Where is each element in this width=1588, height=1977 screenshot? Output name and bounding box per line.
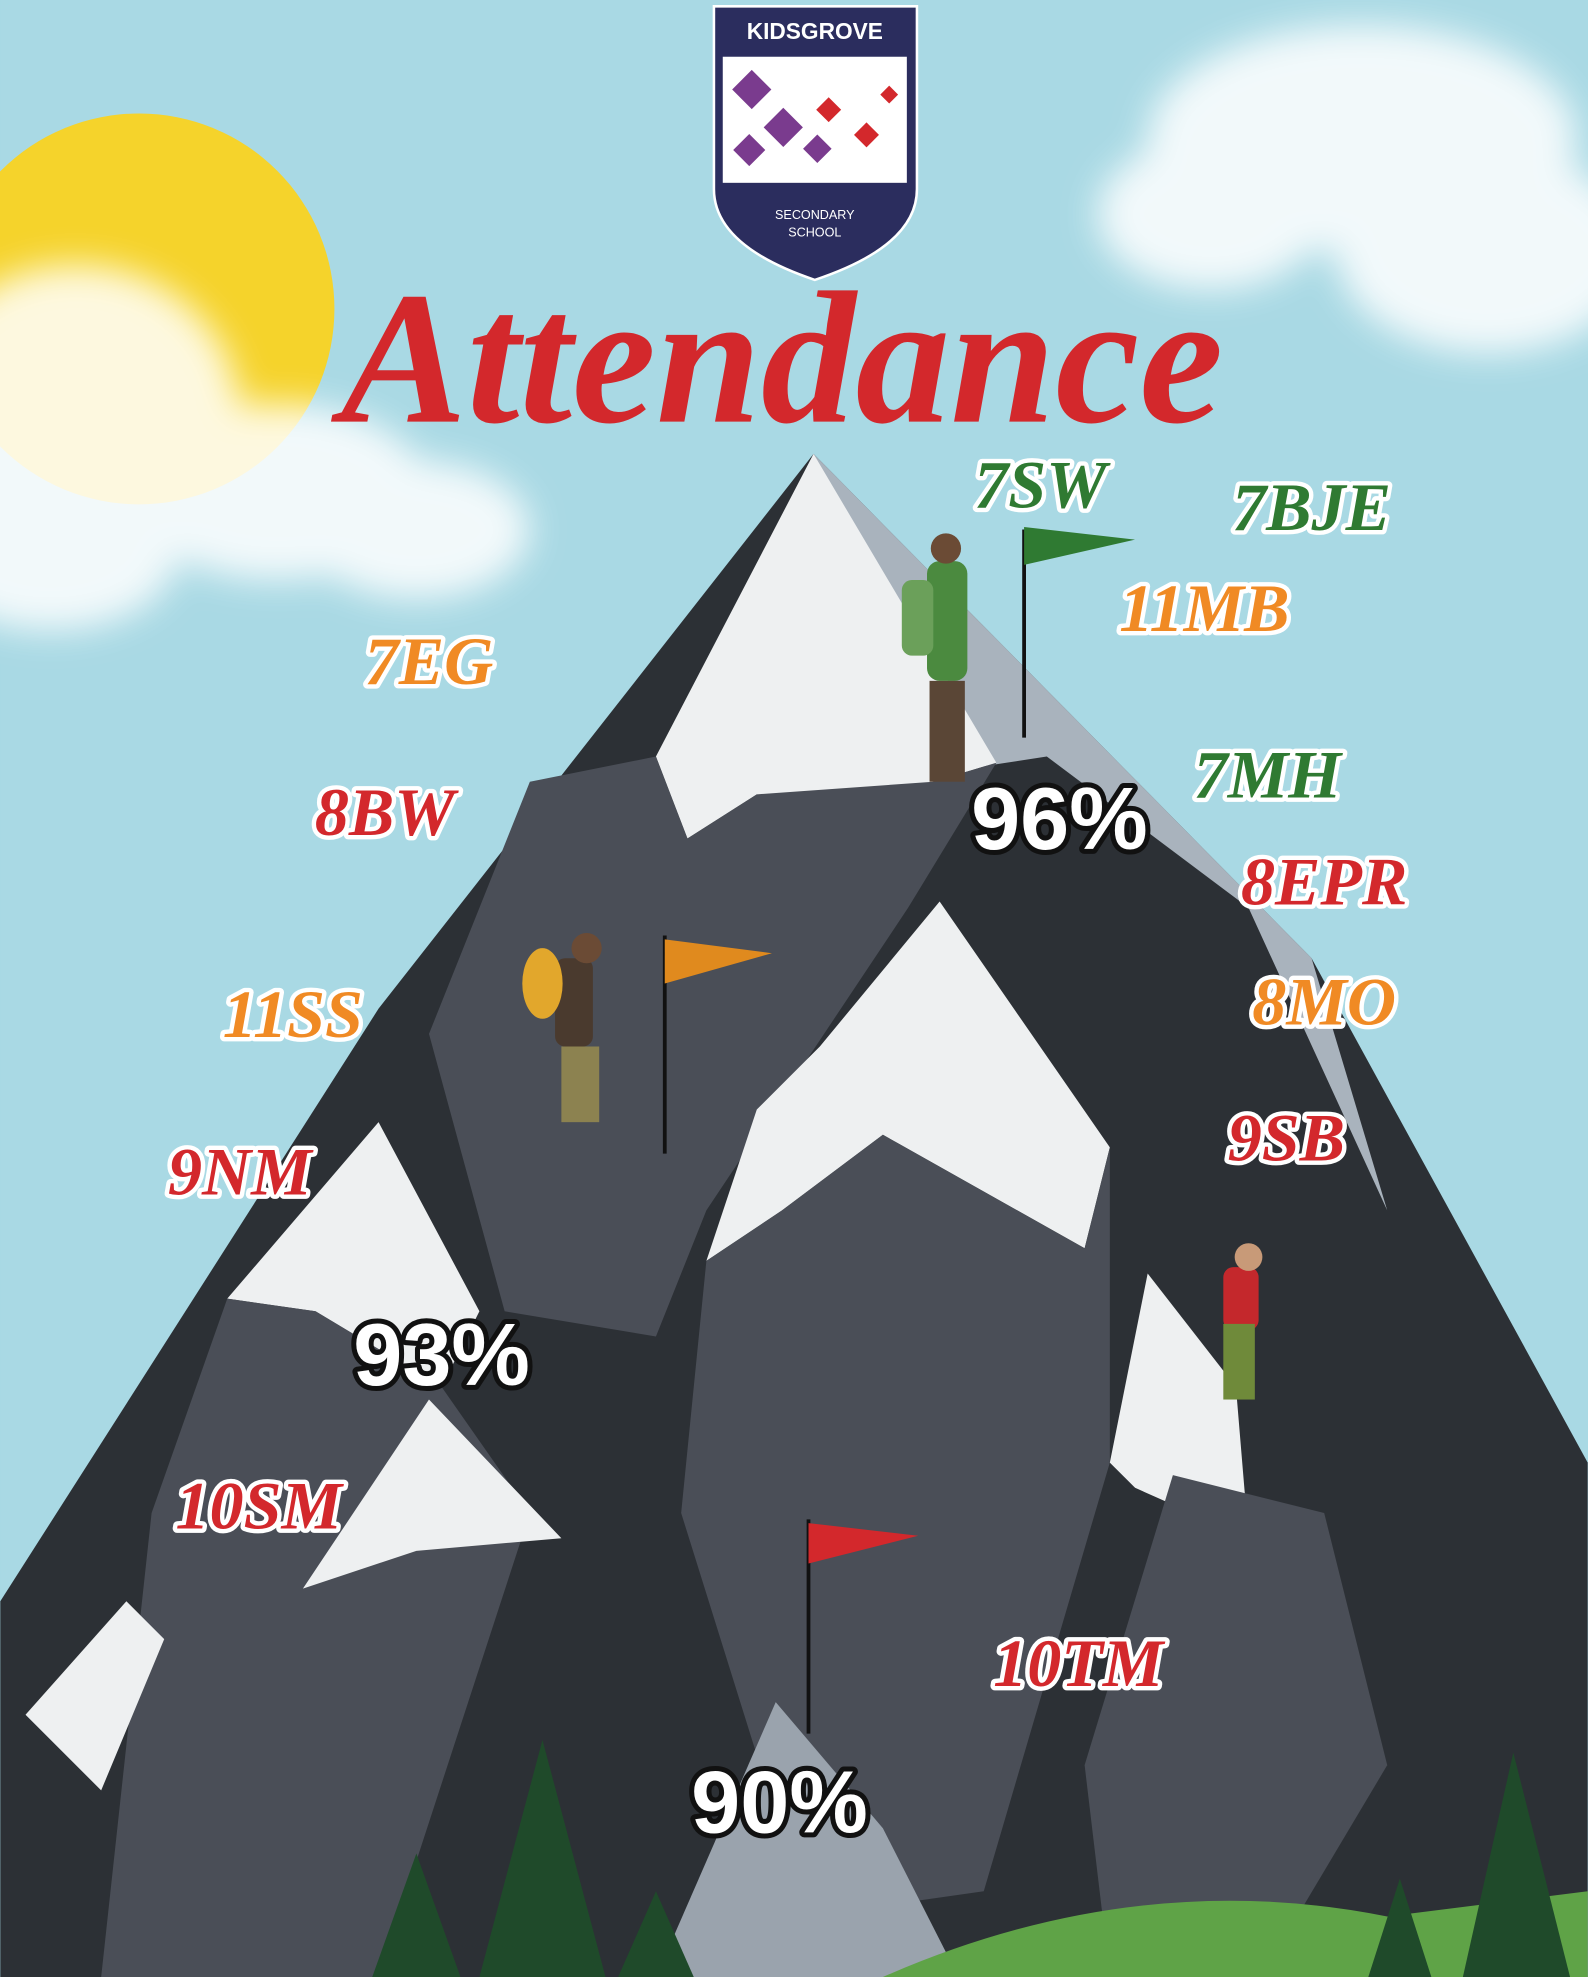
attendance-percent: 93% <box>353 1305 530 1404</box>
class-label: 7BJE <box>1232 469 1391 545</box>
logo: KIDSGROVE SECONDARY SCHOOL <box>714 6 917 280</box>
class-label: 10TM <box>993 1625 1166 1701</box>
class-label: 9SB <box>1228 1099 1345 1175</box>
class-label: 8EPR <box>1241 844 1407 920</box>
class-label: 10SM <box>176 1468 345 1544</box>
logo-subtitle: SCHOOL <box>788 226 841 240</box>
class-label: 9NM <box>168 1134 314 1210</box>
class-label: 7MH <box>1194 736 1344 812</box>
logo-name: KIDSGROVE <box>747 18 883 44</box>
poster: KIDSGROVE SECONDARY SCHOOL Attendance 7S… <box>0 0 1588 1977</box>
class-label: 8BW <box>315 774 459 850</box>
logo-subtitle: SECONDARY <box>775 208 855 222</box>
class-label: 7SW <box>974 446 1111 522</box>
attendance-percent: 90% <box>691 1753 868 1852</box>
attendance-percent: 96% <box>971 769 1148 868</box>
class-label: 7EG <box>365 623 494 699</box>
title: Attendance <box>331 253 1223 463</box>
class-label: 11MB <box>1119 570 1289 646</box>
class-label: 8MO <box>1252 963 1396 1039</box>
class-label: 11SS <box>223 976 363 1052</box>
